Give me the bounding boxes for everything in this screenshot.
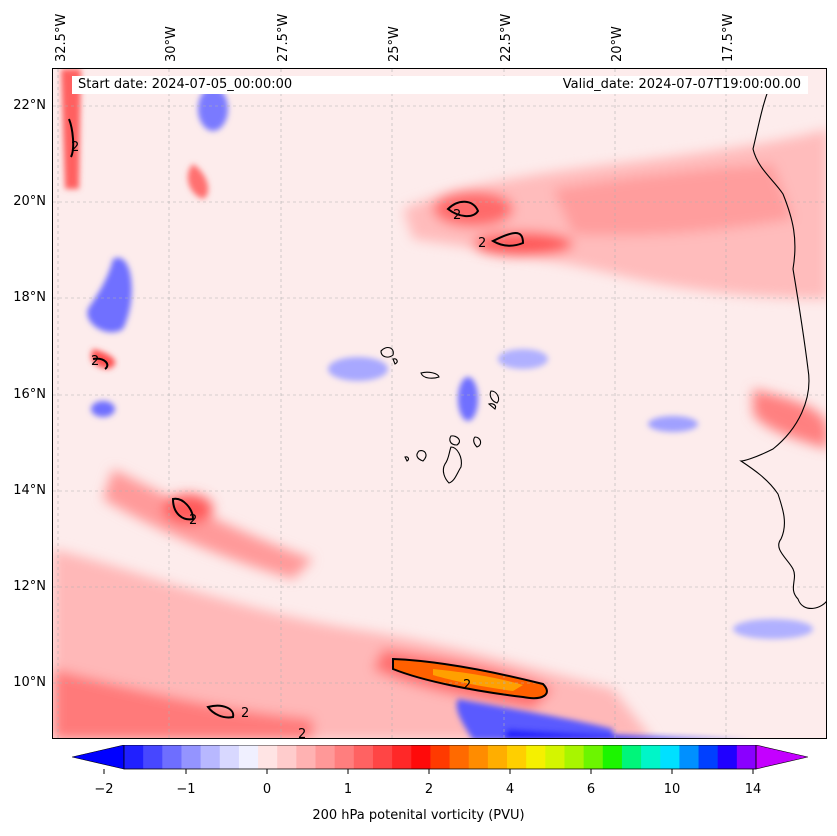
colorbar-tick-label: 4 — [505, 782, 515, 797]
colorbar-cell — [296, 745, 317, 769]
colorbar-extend-min-arrow — [72, 745, 125, 770]
colorbar-cell — [526, 745, 546, 769]
start-date-text: Start date: 2024-07-05_00:00:00 — [78, 77, 293, 92]
colorbar-cell — [507, 745, 527, 769]
colorbar-cell — [392, 745, 412, 769]
colorbar-cell — [679, 745, 700, 769]
colorbar-cell — [449, 745, 470, 769]
colorbar-tick-label: −1 — [176, 782, 196, 797]
lat-label-16n: 16°N — [13, 387, 46, 402]
lon-label-20w: 20°W — [610, 26, 625, 62]
lat-label-20n: 20°N — [13, 194, 46, 209]
colorbar-cell — [200, 745, 221, 769]
valid-date-text: Valid_date: 2024-07-07T19:00:00.00 — [562, 77, 801, 92]
colorbar-cell — [124, 745, 144, 769]
pv-fill-northeast-band — [403, 129, 826, 449]
colorbar-tick-marks — [103, 769, 754, 774]
contour-label-west-2: 2 — [91, 354, 99, 369]
contour-labels: 2 2 2 2 2 2 2 2 — [71, 140, 486, 739]
lon-label-30w: 30°W — [164, 26, 179, 62]
lat-label-12n: 12°N — [13, 579, 46, 594]
lon-label-32-5w: 32.5°W — [54, 13, 69, 62]
lat-label-10n: 10°N — [13, 675, 46, 690]
lat-label-22n: 22°N — [13, 98, 46, 113]
colorbar-outline — [123, 745, 757, 770]
colorbar-cell — [698, 745, 719, 769]
colorbar-cell — [717, 745, 738, 769]
colorbar-cell — [430, 745, 451, 769]
colorbar-cell — [372, 745, 393, 769]
colorbar-cell — [315, 745, 336, 769]
colorbar-tick-label: −2 — [94, 782, 114, 797]
pv-2-contours — [68, 118, 548, 719]
colorbar-tick-label: 6 — [586, 782, 596, 797]
lat-label-14n: 14°N — [13, 483, 46, 498]
gridlines — [53, 69, 826, 738]
colorbar-cells — [72, 745, 808, 770]
colorbar-cell — [487, 745, 508, 769]
colorbar-cell — [143, 745, 163, 769]
colorbar-cell — [238, 745, 259, 769]
lon-label-25w: 25°W — [387, 26, 402, 62]
colorbar-tick-label: 2 — [424, 782, 434, 797]
contour-label-north-2: 2 — [478, 236, 486, 251]
colorbar — [72, 745, 808, 774]
date-banner: Start date: 2024-07-05_00:00:00 Valid_da… — [72, 76, 808, 94]
colorbar-cell — [468, 745, 489, 769]
pv-fill-maxima — [393, 659, 547, 699]
contour-label-west: 2 — [189, 513, 197, 528]
lon-label-17-5w: 17.5°W — [721, 13, 736, 62]
colorbar-cell — [277, 745, 297, 769]
colorbar-cell — [258, 745, 278, 769]
colorbar-cell — [621, 745, 642, 769]
colorbar-tick-label: 10 — [663, 782, 681, 797]
colorbar-cell — [162, 745, 182, 769]
colorbar-cell — [353, 745, 374, 769]
colorbar-tick-label: 1 — [343, 782, 353, 797]
cape-verde-islands — [380, 346, 500, 484]
contour-label-south: 2 — [463, 678, 471, 693]
coastline-west-africa — [739, 78, 826, 609]
colorbar-cell — [334, 745, 355, 769]
colorbar-cell — [545, 745, 565, 769]
lon-label-22-5w: 22.5°W — [499, 13, 514, 62]
pv-map-panel: 2 2 2 2 2 2 2 2 — [52, 68, 827, 739]
lon-label-27-5w: 27.5°W — [276, 13, 291, 62]
colorbar-cell — [181, 745, 202, 769]
pv-fill-negative — [87, 87, 813, 738]
colorbar-cell — [564, 745, 585, 769]
colorbar-tick-label: 0 — [262, 782, 272, 797]
colorbar-cell — [602, 745, 623, 769]
colorbar-cell — [660, 745, 680, 769]
colorbar-cell — [736, 745, 757, 769]
contour-label-bottom: 2 — [298, 727, 306, 739]
pv-field-plot: 2 2 2 2 2 2 2 2 — [53, 69, 826, 739]
colorbar-cell — [411, 745, 431, 769]
contour-label-southwest: 2 — [241, 706, 249, 721]
contour-label-north-1: 2 — [453, 208, 461, 223]
colorbar-cell — [219, 745, 240, 769]
colorbar-tick-label: 14 — [744, 782, 762, 797]
colorbar-cell — [641, 745, 661, 769]
colorbar-extend-max-arrow — [755, 745, 808, 770]
colorbar-cell — [583, 745, 604, 769]
lat-label-18n: 18°N — [13, 290, 46, 305]
colorbar-title: 200 hPa potenital vorticity (PVU) — [312, 808, 525, 823]
contour-label-northwest: 2 — [71, 140, 79, 155]
